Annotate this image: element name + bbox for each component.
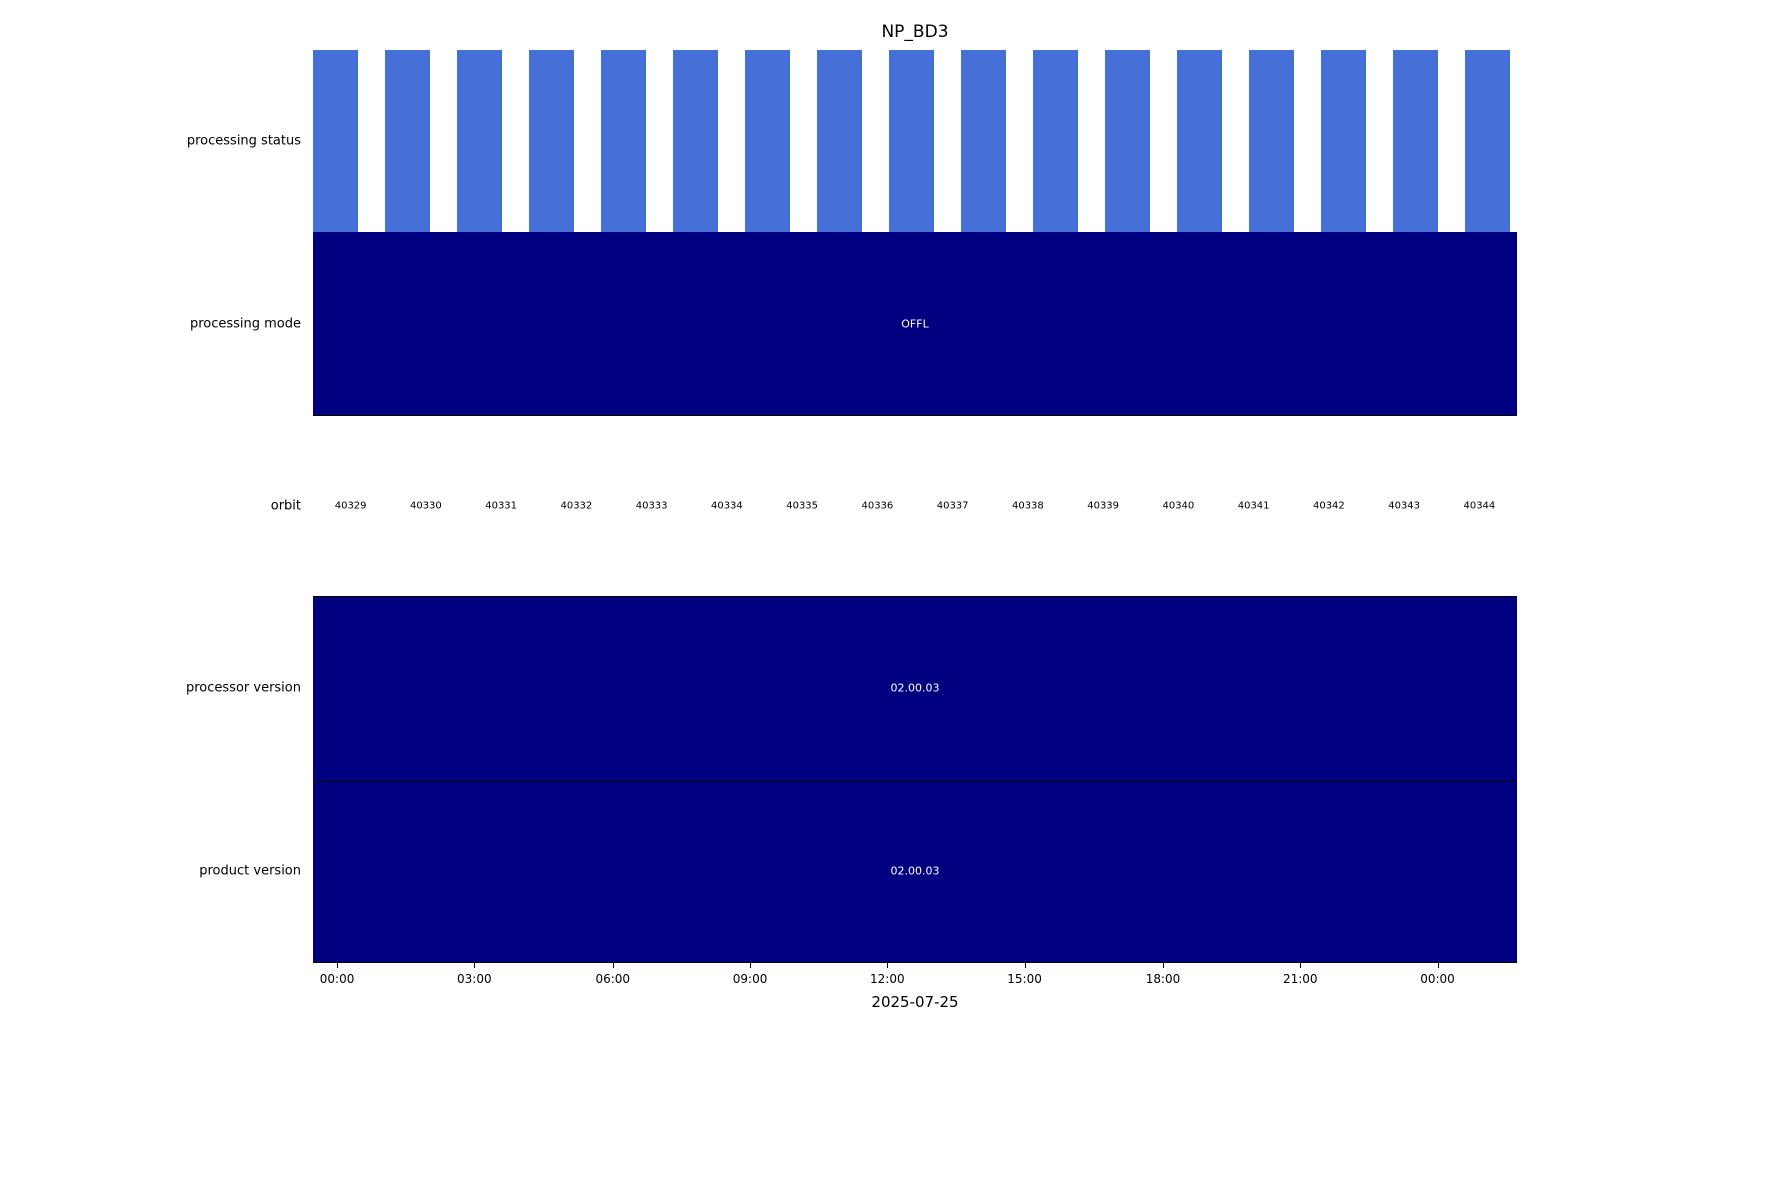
x-tick-label: 09:00 [732, 972, 768, 986]
status-bar [816, 50, 862, 233]
status-bar [1464, 50, 1510, 233]
orbit-label: 40336 [861, 500, 894, 512]
orbit-label: 40334 [710, 500, 743, 512]
row-label-orbit: orbit [270, 498, 301, 514]
x-tick-label: 18:00 [1145, 972, 1181, 986]
x-tick-mark [474, 963, 476, 968]
row-label-product-version: product version [199, 863, 301, 879]
x-tick-label: 00:00 [1420, 972, 1455, 986]
row-processing-mode: OFFL [313, 232, 1517, 415]
status-bar [1248, 50, 1294, 233]
orbit-label: 40343 [1388, 500, 1421, 512]
x-tick-mark [887, 963, 889, 968]
status-bar [456, 50, 502, 233]
x-tick-label: 06:00 [595, 972, 631, 986]
x-tick-mark [1437, 963, 1439, 968]
orbit-label: 40330 [409, 500, 442, 512]
orbit-label: 40339 [1087, 500, 1120, 512]
orbit-label: 40342 [1312, 500, 1345, 512]
row-processing-status [313, 50, 1517, 233]
x-tick-label: 15:00 [1007, 972, 1042, 986]
x-tick-mark [1024, 963, 1026, 968]
x-tick-label: 12:00 [870, 972, 905, 986]
row-processor-version: 02.00.03 [313, 597, 1517, 780]
orbit-label: 40340 [1162, 500, 1195, 512]
row-label-processor-version: processor version [185, 680, 301, 696]
row-value-processor-version: 02.00.03 [890, 681, 940, 695]
status-bar [600, 50, 646, 233]
x-tick-mark [1300, 963, 1302, 968]
x-tick-label: 03:00 [457, 972, 492, 986]
orbit-label: 40329 [334, 500, 367, 512]
row-product-version: 02.00.03 [313, 779, 1517, 962]
orbit-label: 40337 [936, 500, 969, 512]
status-bar [960, 50, 1006, 233]
status-bar [1104, 50, 1150, 233]
x-tick-mark [1163, 963, 1165, 968]
orbit-label: 40344 [1463, 500, 1496, 512]
status-bar [384, 50, 430, 233]
status-bar [1032, 50, 1078, 233]
status-bar [1176, 50, 1222, 233]
status-bar [313, 50, 359, 233]
x-tick-label: 00:00 [319, 972, 355, 986]
chart-title: NP_BD3 [881, 22, 949, 42]
orbit-label: 40341 [1237, 500, 1270, 512]
status-bar [744, 50, 790, 233]
orbit-label: 40332 [560, 500, 593, 512]
row-orbit: 40329 40330 40331 40332 40333 40334 40335 40336… [313, 414, 1517, 598]
x-tick-mark [612, 963, 614, 968]
status-bar [672, 50, 718, 233]
status-bar [1320, 50, 1366, 233]
row-value-product-version: 02.00.03 [890, 864, 940, 878]
x-axis-date-label: 2025-07-25 [871, 993, 959, 1011]
orbit-label: 40333 [635, 500, 668, 512]
orbit-label: 40331 [485, 500, 518, 512]
status-bar [528, 50, 574, 233]
row-label-processing-mode: processing mode [189, 316, 301, 332]
row-value-processing-mode: OFFL [901, 317, 929, 331]
row-label-processing-status: processing status [186, 133, 301, 149]
x-tick-mark [337, 963, 339, 968]
plot-area: OFFL 40329 40330 40331 40332 40333 40334 40335 4… [313, 50, 1517, 963]
status-bar [888, 50, 934, 233]
x-tick-mark [750, 963, 752, 968]
x-tick-label: 21:00 [1282, 972, 1318, 986]
orbit-label: 40335 [786, 500, 819, 512]
orbit-label: 40338 [1011, 500, 1044, 512]
status-bar [1392, 50, 1438, 233]
